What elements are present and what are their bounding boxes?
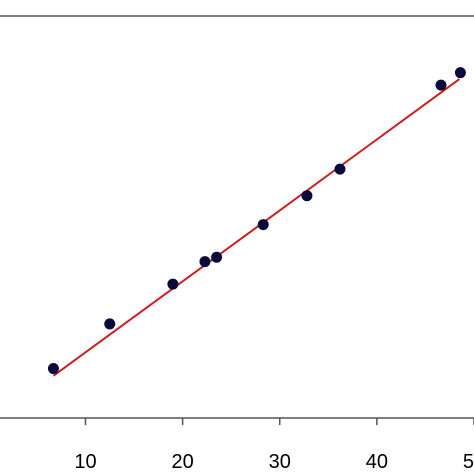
data-point <box>301 190 313 202</box>
data-point <box>104 318 116 330</box>
data-point <box>257 219 269 231</box>
x-tick-label: 50 <box>463 451 474 473</box>
data-point <box>167 278 179 290</box>
fit-line <box>52 78 461 377</box>
data-point <box>211 251 223 263</box>
data-point <box>435 79 447 91</box>
x-tick-label: 40 <box>366 451 388 473</box>
data-point <box>199 256 211 268</box>
x-tick-label: 20 <box>171 451 193 473</box>
data-point <box>334 163 346 175</box>
x-tick-label: 30 <box>269 451 291 473</box>
data-point <box>47 363 59 375</box>
data-point <box>454 67 466 79</box>
x-tick-label: 10 <box>74 451 96 473</box>
